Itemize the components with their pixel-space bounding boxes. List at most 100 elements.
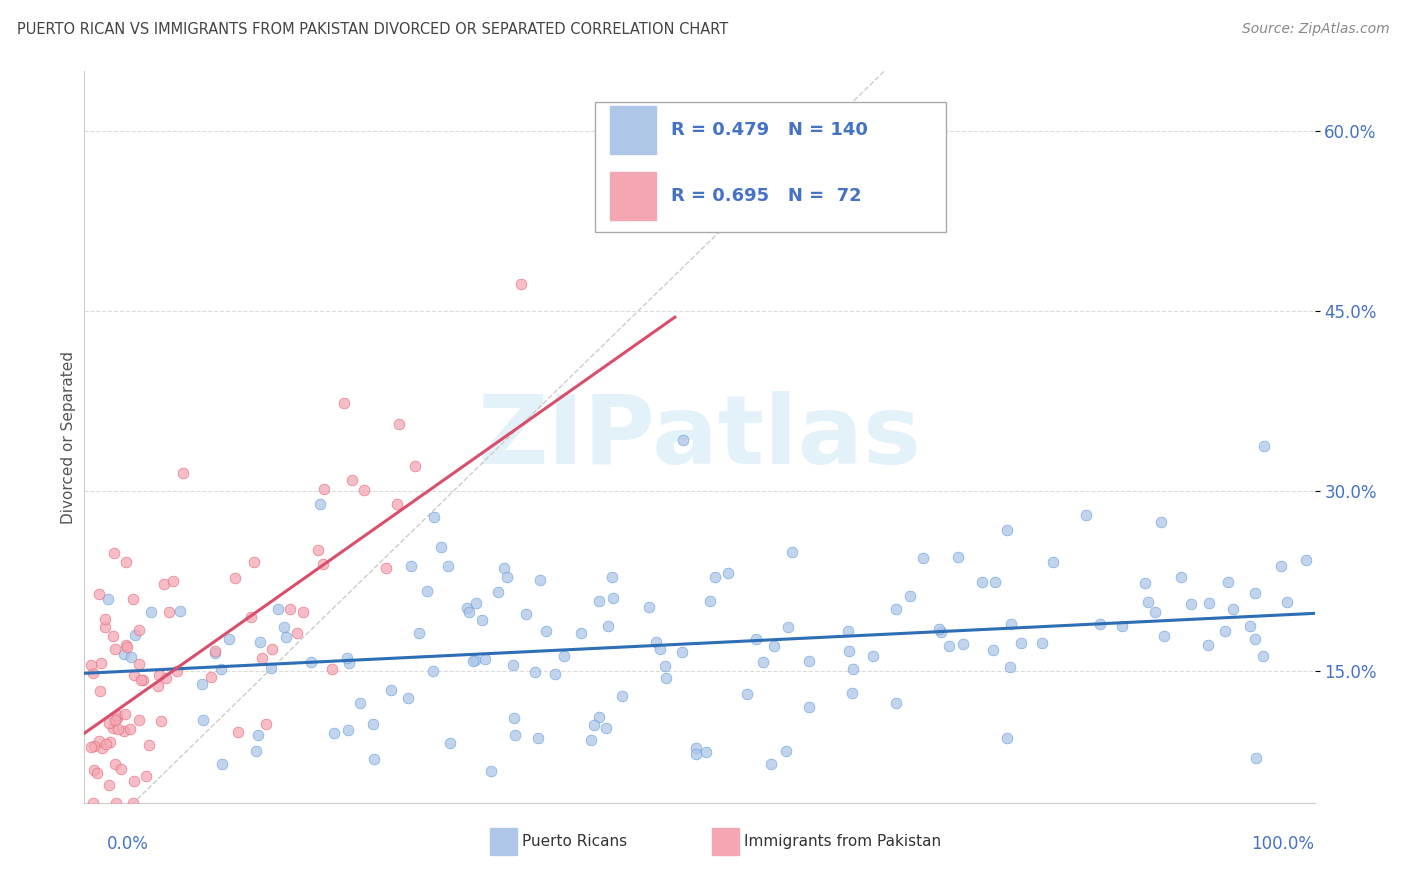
Point [886,696,908,710]
Point [655,672,678,686]
Point [762,639,785,653]
Point [110,762,132,776]
Point [1277,595,1299,609]
Point [131,673,153,688]
Text: 0.0%: 0.0% [107,835,149,853]
Point [637,600,659,615]
Point [107,711,129,725]
Point [224,571,246,585]
Bar [491,828,517,855]
Point [699,594,721,608]
FancyBboxPatch shape [595,102,946,232]
Point [464,652,486,666]
Point [115,555,138,569]
Point [744,632,766,646]
Point [1010,635,1032,649]
Point [155,671,177,685]
Point [87,587,110,601]
Text: Source: ZipAtlas.com: Source: ZipAtlas.com [1241,22,1389,37]
Point [132,673,155,687]
Point [1042,555,1064,569]
Point [671,645,693,659]
Point [266,601,288,615]
Text: Puerto Ricans: Puerto Ricans [523,834,627,849]
Point [984,574,1007,589]
Point [112,723,135,738]
Point [292,605,315,619]
Point [333,396,356,410]
Point [79,658,101,673]
Point [598,619,620,633]
Point [1197,638,1219,652]
Point [361,717,384,731]
Bar [711,828,740,855]
Point [396,691,419,706]
Point [278,602,301,616]
Point [104,757,127,772]
Point [239,610,262,624]
Point [128,657,150,671]
Point [307,542,329,557]
Point [1031,636,1053,650]
Point [780,545,803,559]
Point [588,594,610,608]
Point [1216,574,1239,589]
Point [1153,629,1175,643]
Point [465,596,488,610]
Point [105,707,128,722]
Point [243,555,266,569]
Point [191,677,214,691]
Point [463,654,485,668]
Point [1270,558,1292,573]
Point [83,739,105,754]
Point [124,628,146,642]
Point [404,458,426,473]
Point [250,651,273,665]
Point [1180,598,1202,612]
Point [101,629,124,643]
Point [138,738,160,752]
Point [842,661,865,675]
Point [496,570,519,584]
Point [89,683,111,698]
Point [117,640,139,655]
Text: 100.0%: 100.0% [1251,835,1315,853]
Point [246,727,269,741]
Point [672,433,695,447]
Point [349,696,371,710]
Point [204,644,226,658]
Point [408,626,430,640]
Point [104,713,127,727]
Point [995,731,1018,745]
Point [946,549,969,564]
Point [153,577,176,591]
Point [423,510,446,524]
Point [94,620,117,634]
Point [312,482,335,496]
Point [579,733,602,747]
Text: R = 0.479   N = 140: R = 0.479 N = 140 [671,121,868,139]
Point [486,585,509,599]
Point [1222,602,1244,616]
Point [1244,586,1267,600]
Point [204,646,226,660]
Point [458,606,481,620]
Point [1137,595,1160,609]
Text: PUERTO RICAN VS IMMIGRANTS FROM PAKISTAN DIVORCED OR SEPARATED CORRELATION CHART: PUERTO RICAN VS IMMIGRANTS FROM PAKISTAN… [17,22,728,37]
Point [135,769,157,783]
Point [385,497,408,511]
Point [529,573,551,587]
Point [107,723,129,737]
Point [91,741,114,756]
Point [912,551,935,566]
Point [1213,624,1236,639]
Point [98,778,120,792]
Point [86,765,108,780]
Point [122,668,145,682]
Point [582,718,605,732]
Point [98,734,121,748]
Point [94,612,117,626]
Point [388,417,411,432]
Point [571,625,593,640]
Point [1000,660,1022,674]
